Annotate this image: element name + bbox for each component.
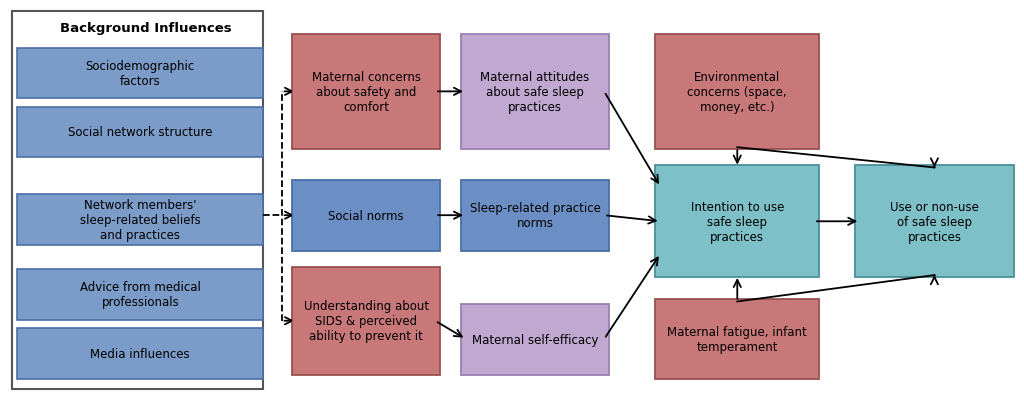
Text: Environmental
concerns (space,
money, etc.): Environmental concerns (space, money, et… (687, 71, 787, 113)
FancyBboxPatch shape (17, 328, 263, 379)
Text: Background Influences: Background Influences (60, 22, 231, 35)
FancyBboxPatch shape (855, 166, 1014, 277)
FancyBboxPatch shape (655, 34, 819, 150)
Text: Social norms: Social norms (329, 209, 403, 222)
FancyBboxPatch shape (17, 107, 263, 158)
FancyBboxPatch shape (12, 12, 263, 389)
Text: Network members'
sleep-related beliefs
and practices: Network members' sleep-related beliefs a… (80, 198, 201, 241)
Text: Maternal self-efficacy: Maternal self-efficacy (472, 333, 598, 346)
Text: Media influences: Media influences (90, 347, 190, 360)
Text: Sleep-related practice
norms: Sleep-related practice norms (470, 202, 600, 230)
FancyBboxPatch shape (461, 34, 609, 150)
Text: Social network structure: Social network structure (68, 126, 213, 139)
FancyBboxPatch shape (17, 194, 263, 245)
Text: Advice from medical
professionals: Advice from medical professionals (80, 281, 201, 309)
Text: Understanding about
SIDS & perceived
ability to prevent it: Understanding about SIDS & perceived abi… (303, 300, 429, 342)
Text: Sociodemographic
factors: Sociodemographic factors (86, 60, 195, 88)
FancyBboxPatch shape (655, 166, 819, 277)
FancyBboxPatch shape (655, 300, 819, 379)
FancyBboxPatch shape (17, 49, 263, 99)
FancyBboxPatch shape (461, 180, 609, 251)
FancyBboxPatch shape (17, 269, 263, 320)
FancyBboxPatch shape (292, 180, 440, 251)
Text: Maternal attitudes
about safe sleep
practices: Maternal attitudes about safe sleep prac… (480, 71, 590, 113)
Text: Intention to use
safe sleep
practices: Intention to use safe sleep practices (690, 200, 784, 243)
FancyBboxPatch shape (292, 267, 440, 375)
FancyBboxPatch shape (292, 34, 440, 150)
Text: Maternal concerns
about safety and
comfort: Maternal concerns about safety and comfo… (311, 71, 421, 113)
FancyBboxPatch shape (461, 304, 609, 375)
Text: Maternal fatigue, infant
temperament: Maternal fatigue, infant temperament (668, 325, 807, 353)
Text: Use or non-use
of safe sleep
practices: Use or non-use of safe sleep practices (890, 200, 979, 243)
